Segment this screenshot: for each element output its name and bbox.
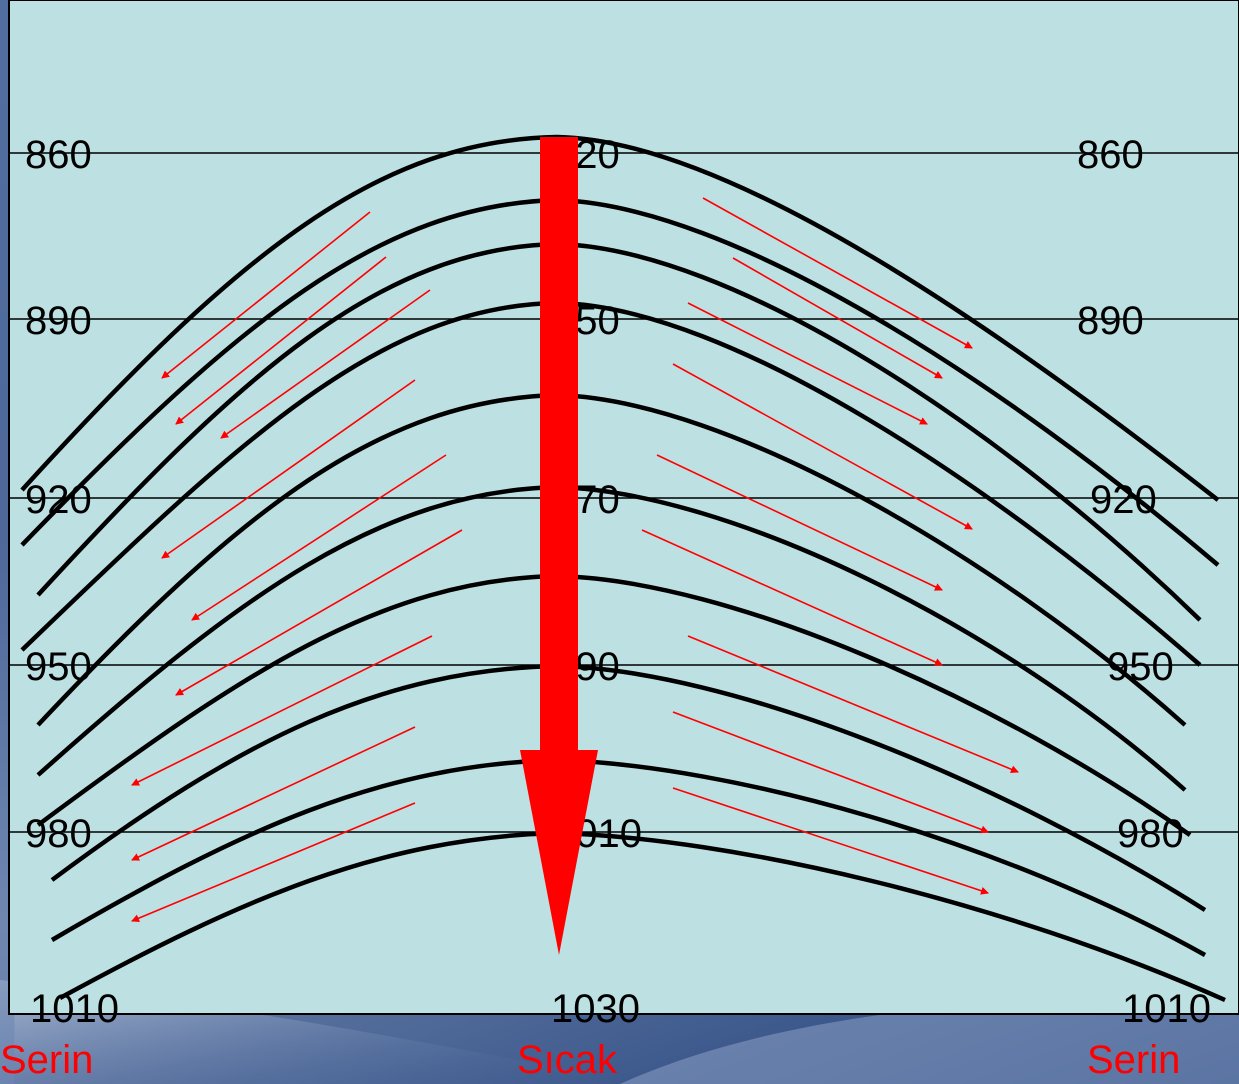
temperature-label-right: Serin (1087, 1038, 1180, 1082)
left-pressure-label: 1010 (30, 987, 119, 1031)
right-pressure-label: 950 (1107, 645, 1174, 689)
left-pressure-label: 860 (25, 133, 92, 177)
left-pressure-label: 950 (25, 645, 92, 689)
temperature-labels: Serin Sıcak Serin (0, 1038, 1180, 1082)
wind-arrow-right (687, 635, 1019, 774)
temperature-label-left: Serin (0, 1038, 93, 1082)
wind-arrow-left (161, 211, 371, 379)
wind-arrow-right (672, 363, 973, 530)
subsidence-arrow (520, 137, 598, 955)
right-pressure-label: 860 (1077, 133, 1144, 177)
temperature-label-center: Sıcak (517, 1038, 618, 1082)
wind-arrow-right (702, 197, 973, 349)
wind-arrow-right (732, 257, 943, 379)
wind-arrow-right (656, 454, 943, 591)
wind-arrow-right (687, 302, 928, 425)
divergent-wind-arrows (131, 197, 1019, 922)
wind-arrow-left (175, 529, 463, 696)
right-pressure-label: 1010 (1122, 987, 1211, 1031)
wind-arrow-left (191, 454, 447, 621)
right-pressure-labels: 860 890 920 950 980 1010 (1077, 133, 1211, 1031)
left-pressure-label: 890 (25, 299, 92, 343)
center-pressure-label: 1030 (551, 987, 640, 1031)
wind-arrow-left (220, 289, 431, 439)
wind-arrow-right (672, 711, 989, 834)
wind-arrow-left (175, 256, 387, 425)
right-pressure-label: 980 (1117, 812, 1184, 856)
wind-arrow-right (641, 529, 943, 666)
wind-arrow-left (131, 726, 416, 861)
wind-arrow-left (131, 802, 416, 922)
pressure-level-lines (9, 152, 1239, 833)
wind-arrow-left (161, 379, 416, 559)
left-pressure-label: 980 (25, 812, 92, 856)
diagram-panel (8, 0, 1239, 1015)
left-pressure-labels: 860 890 920 950 980 1010 (25, 133, 119, 1031)
right-pressure-label: 920 (1090, 478, 1157, 522)
left-pressure-label: 920 (25, 478, 92, 522)
wind-arrow-left (131, 635, 433, 786)
right-pressure-label: 890 (1077, 299, 1144, 343)
wind-arrow-right (672, 787, 989, 895)
